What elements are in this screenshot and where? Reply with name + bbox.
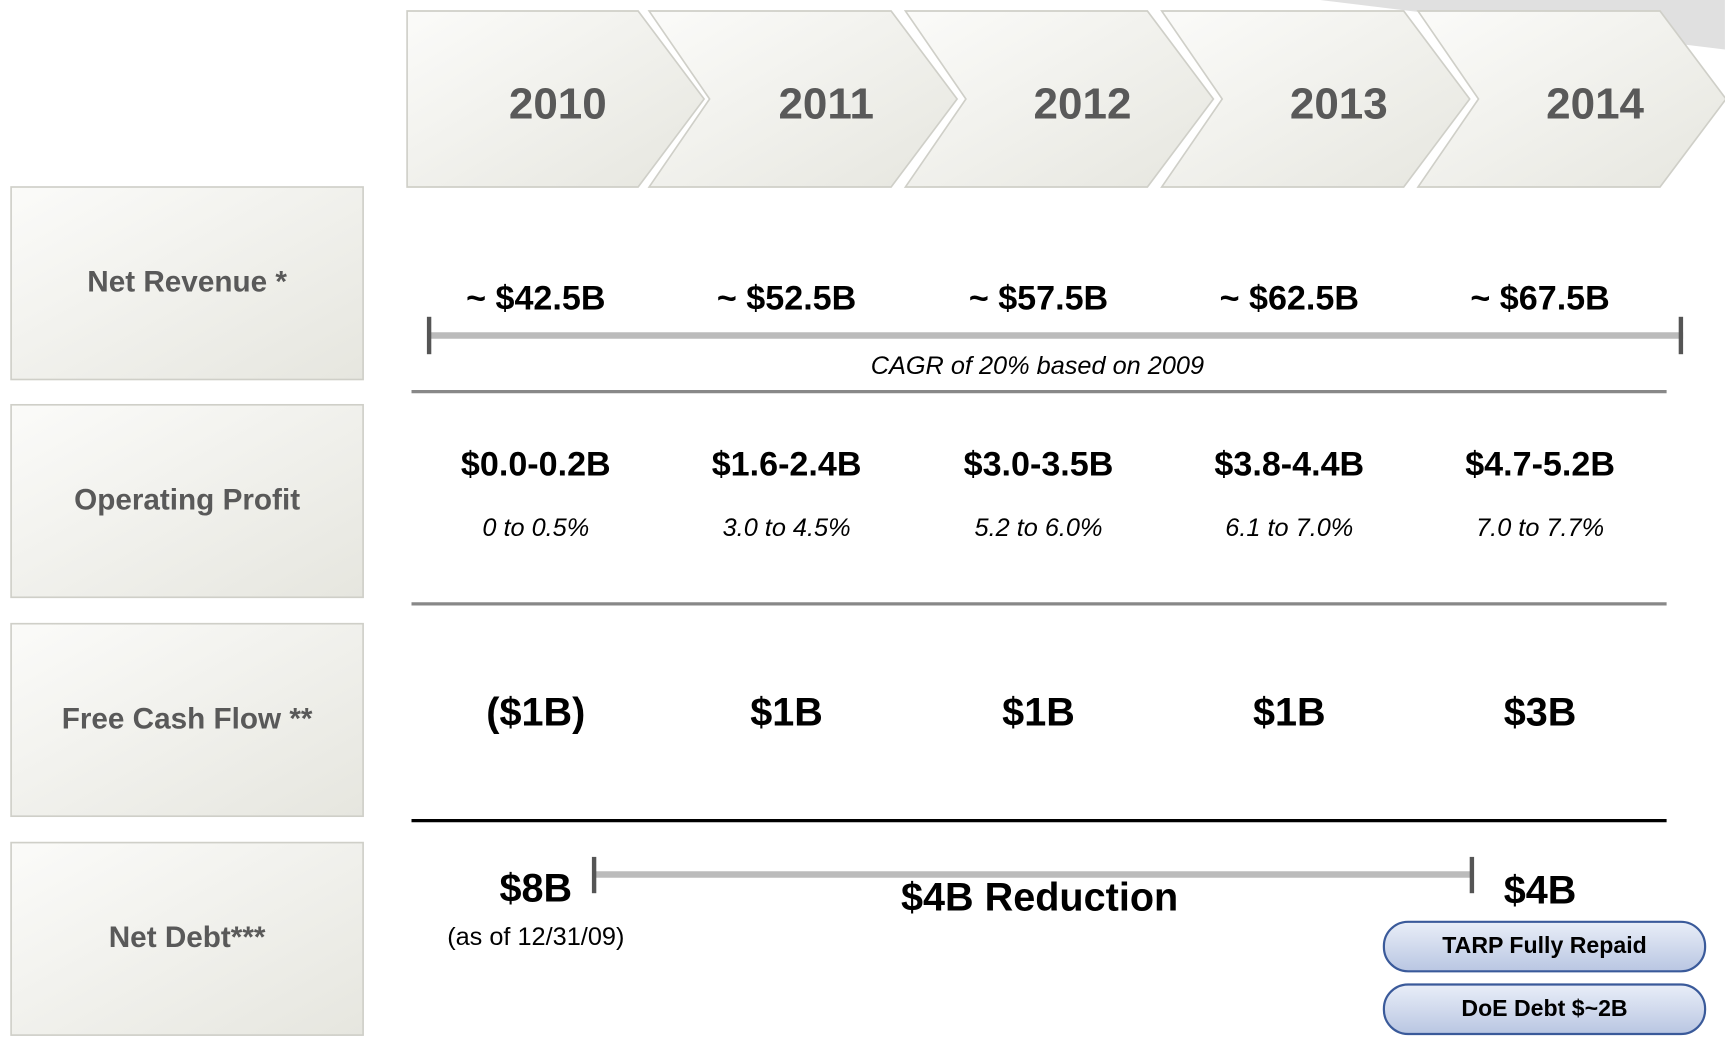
badge-text: DoE Debt $~2B [1461,995,1627,1021]
chevron [903,10,1215,188]
year: 2011 [778,79,873,128]
revenue: ~ $67.5B [1470,279,1609,317]
fcf: $1B [1253,690,1326,734]
debt-start: $8B [499,866,572,910]
debt-note: (as of 12/31/09) [447,923,624,951]
row-box [10,622,364,818]
revenue: ~ $42.5B [466,279,605,317]
op-margin: 0 to 0.5% [482,514,589,542]
year: 2014 [1546,79,1644,128]
badge-text: TARP Fully Repaid [1442,932,1646,958]
row-box [10,403,364,599]
op-margin: 7.0 to 7.7% [1476,514,1604,542]
revenue: ~ $62.5B [1220,279,1359,317]
year: 2012 [1034,79,1132,128]
year: 2010 [509,79,607,128]
debt-change: $4B Reduction [901,875,1178,919]
year: 2013 [1290,79,1388,128]
fcf: ($1B) [486,690,585,734]
row-label: Free Cash Flow ** [62,702,313,735]
op-profit: $4.7-5.2B [1465,445,1615,483]
op-profit: $0.0-0.2B [461,445,611,483]
chevron [406,10,706,188]
op-margin: 5.2 to 6.0% [975,514,1103,542]
revenue: ~ $57.5B [969,279,1108,317]
fcf: $1B [750,690,823,734]
revenue: ~ $52.5B [717,279,856,317]
badge-box [1382,983,1707,1036]
badge-box [1382,920,1707,973]
op-margin: 6.1 to 7.0% [1225,514,1353,542]
row-box [10,841,364,1036]
op-profit: $3.0-3.5B [964,445,1114,483]
row-label: Operating Profit [74,483,300,516]
cagr-note: CAGR of 20% based on 2009 [871,352,1204,380]
op-profit: $1.6-2.4B [712,445,862,483]
chevron [1416,10,1725,188]
fcf: $3B [1504,690,1577,734]
chevron [647,10,959,188]
fcf: $1B [1002,690,1075,734]
op-profit: $3.8-4.4B [1214,445,1364,483]
chevron [1160,10,1471,188]
row-box [10,186,364,381]
op-margin: 3.0 to 4.5% [723,514,851,542]
row-label: Net Debt*** [109,921,266,954]
row-label: Net Revenue * [87,266,287,299]
debt-end: $4B [1504,869,1577,913]
